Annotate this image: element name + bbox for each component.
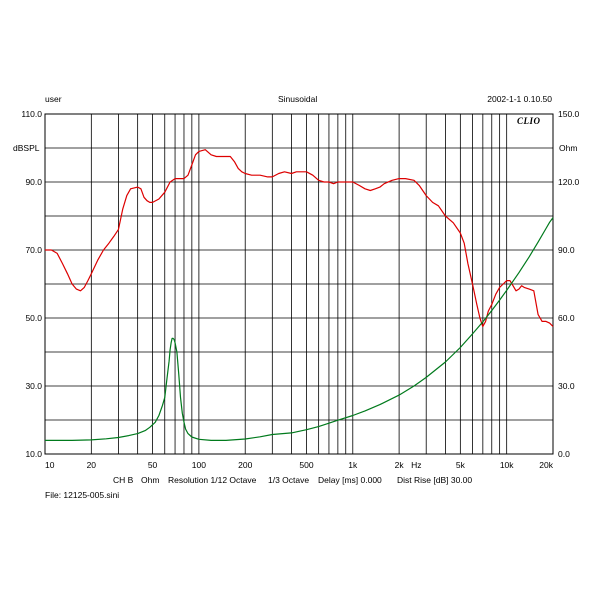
x-tick-label: 50 <box>148 460 158 470</box>
x-tick-label: 10k <box>500 460 514 470</box>
y-right-tick-label: 90.0 <box>558 245 575 255</box>
y-right-tick-label: 0.0 <box>558 449 570 459</box>
x-tick-label: 100 <box>192 460 206 470</box>
impedance-curve <box>45 217 554 441</box>
x-tick-label: 10 <box>45 460 55 470</box>
plot-frame <box>44 113 554 455</box>
footer-dist-rise: Dist Rise [dB] 30.00 <box>397 475 473 485</box>
y-left-tick-label: 10.0 <box>25 449 42 459</box>
x-axis-unit: Hz <box>411 460 421 470</box>
header-title: Sinusoidal <box>278 94 318 104</box>
footer-octave: 1/3 Octave <box>268 475 310 485</box>
y-left-axis-label: dBSPL <box>13 143 40 153</box>
y-left-tick-label: 30.0 <box>25 381 42 391</box>
x-tick-label: 1k <box>348 460 358 470</box>
x-tick-label: 200 <box>238 460 252 470</box>
x-tick-label: 500 <box>299 460 313 470</box>
y-right-tick-label: 120.0 <box>558 177 580 187</box>
x-tick-label: 2k <box>395 460 405 470</box>
y-left-tick-label: 110.0 <box>21 109 42 119</box>
header-timestamp: 2002-1-1 0.10.50 <box>487 94 552 104</box>
spl-curve <box>45 149 554 328</box>
x-tick-label: 20k <box>539 460 553 470</box>
clio-logo: CLIO <box>517 116 541 126</box>
x-tick-label: 5k <box>456 460 466 470</box>
x-tick-label: 20 <box>87 460 97 470</box>
y-right-tick-label: 30.0 <box>558 381 575 391</box>
y-right-tick-label: 60.0 <box>558 313 575 323</box>
y-left-tick-label: 50.0 <box>25 313 42 323</box>
y-right-axis-label: Ohm <box>559 143 578 153</box>
y-left-tick-label: 70.0 <box>25 245 42 255</box>
y-right-tick-label: 150.0 <box>558 109 580 119</box>
footer-delay: Delay [ms] 0.000 <box>318 475 382 485</box>
footer-unit: Ohm <box>141 475 160 485</box>
header-user: user <box>45 94 62 104</box>
footer-resolution: Resolution 1/12 Octave <box>168 475 257 485</box>
y-left-tick-label: 90.0 <box>25 177 42 187</box>
footer-channel: CH B <box>113 475 134 485</box>
footer-file: File: 12125-005.sini <box>45 490 120 500</box>
